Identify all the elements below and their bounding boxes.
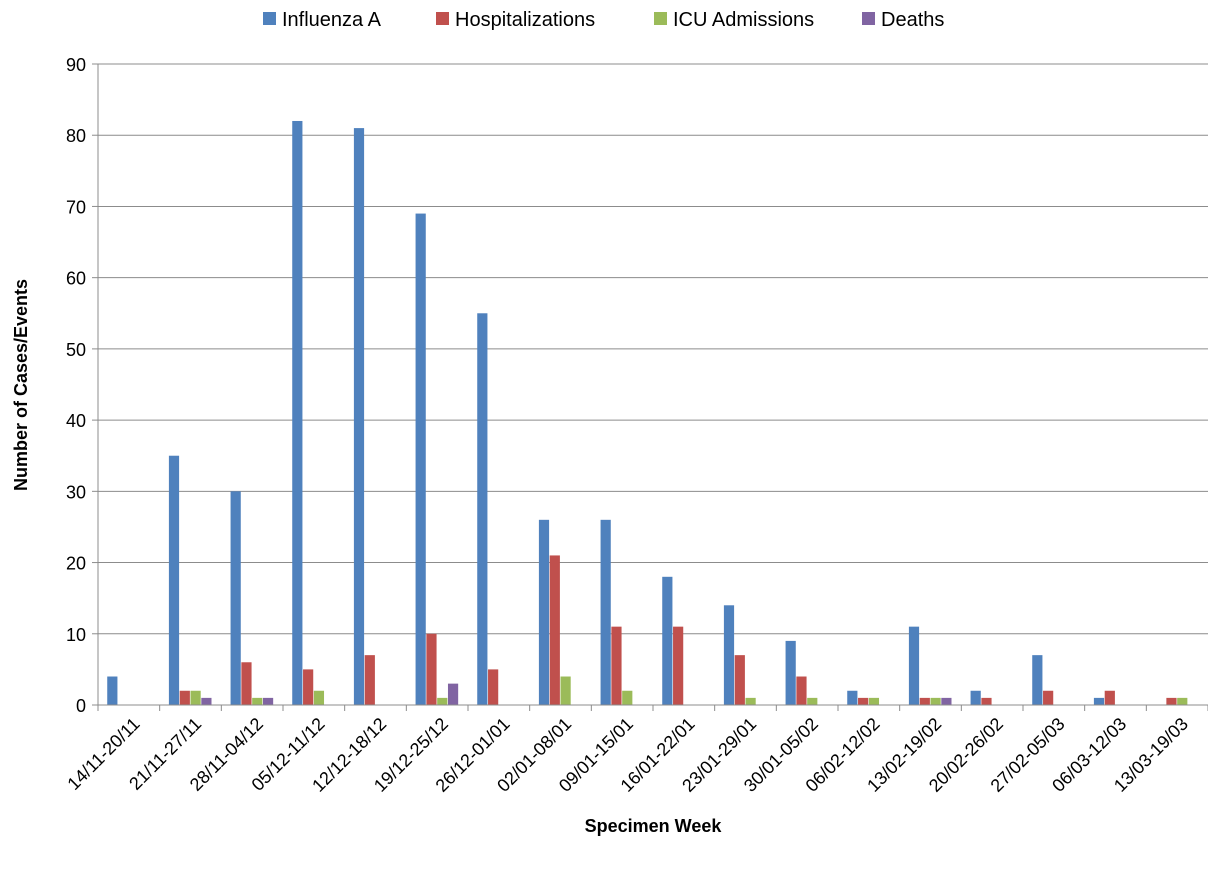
- bar-influenza-a: [477, 313, 488, 705]
- legend-swatch: [263, 12, 276, 25]
- bar-hospitalizations: [241, 662, 252, 705]
- bar-icu-admissions: [190, 690, 201, 705]
- bar-hospitalizations: [1043, 690, 1054, 705]
- bar-icu-admissions: [1177, 697, 1188, 705]
- bar-icu-admissions: [560, 676, 571, 705]
- bars: [107, 120, 1188, 706]
- bar-icu-admissions: [622, 690, 633, 705]
- y-tick-label: 0: [76, 696, 86, 716]
- bar-hospitalizations: [426, 633, 437, 705]
- legend-label: Influenza A: [282, 9, 382, 31]
- bar-icu-admissions: [745, 697, 756, 705]
- bar-influenza-a: [353, 128, 365, 706]
- legend-label: Hospitalizations: [455, 9, 595, 31]
- bar-hospitalizations: [858, 697, 869, 705]
- bar-deaths: [447, 683, 459, 705]
- legend-swatch: [436, 12, 449, 25]
- bar-hospitalizations: [179, 690, 190, 705]
- bar-influenza-a: [538, 519, 550, 705]
- gridlines: [98, 63, 1208, 635]
- bar-hospitalizations: [1104, 690, 1115, 705]
- y-tick-label: 50: [66, 340, 86, 360]
- y-tick-label: 80: [66, 126, 86, 146]
- y-tick-label: 90: [66, 55, 86, 75]
- bar-influenza-a: [662, 576, 673, 705]
- legend-swatch: [654, 12, 667, 25]
- bar-hospitalizations: [488, 669, 499, 705]
- y-tick-label: 40: [66, 411, 86, 431]
- legend-label: Deaths: [881, 9, 944, 31]
- bar-icu-admissions: [252, 697, 263, 705]
- bar-influenza-a: [230, 491, 241, 705]
- bar-deaths: [262, 697, 274, 705]
- bar-hospitalizations: [796, 676, 807, 705]
- bar-influenza-a: [1032, 655, 1043, 705]
- bar-hospitalizations: [549, 555, 560, 705]
- legend: Influenza A Hospitalizations ICU Admission…: [263, 9, 944, 31]
- bar-hospitalizations: [303, 669, 314, 705]
- y-axis-title: Number of Cases/Events: [11, 279, 31, 491]
- bar-influenza-a: [107, 676, 118, 705]
- bar-deaths: [201, 697, 212, 705]
- x-axis-title: Specimen Week: [585, 816, 723, 836]
- bar-influenza-a: [847, 690, 858, 705]
- bar-influenza-a: [785, 640, 796, 705]
- bar-icu-admissions: [313, 690, 325, 705]
- axes: [92, 63, 1208, 711]
- bar-influenza-a: [600, 519, 611, 705]
- legend-label: ICU Admissions: [673, 9, 814, 31]
- bar-icu-admissions: [930, 697, 941, 705]
- bar-hospitalizations: [611, 626, 622, 705]
- y-tick-label: 20: [66, 554, 86, 574]
- bar-hospitalizations: [364, 655, 375, 705]
- bar-hospitalizations: [673, 626, 684, 705]
- y-tick-label: 10: [66, 625, 86, 645]
- bar-icu-admissions: [868, 697, 880, 705]
- y-tick-label: 30: [66, 482, 86, 502]
- bar-hospitalizations: [981, 697, 992, 705]
- bar-hospitalizations: [1166, 697, 1177, 705]
- bar-influenza-a: [168, 455, 180, 705]
- bar-hospitalizations: [734, 655, 745, 705]
- bar-influenza-a: [415, 213, 426, 706]
- legend-swatch: [862, 12, 875, 25]
- y-tick-label: 70: [66, 197, 86, 217]
- y-tick-label: 60: [66, 269, 86, 289]
- y-tick-labels: 0 10 20 30 40 50 60 70 80 90: [66, 55, 86, 716]
- bar-deaths: [941, 697, 952, 705]
- bar-icu-admissions: [807, 697, 818, 705]
- bar-influenza-a: [292, 120, 303, 705]
- bar-influenza-a: [1093, 697, 1105, 705]
- bar-influenza-a: [723, 605, 735, 705]
- bar-influenza-a: [908, 626, 920, 705]
- x-tick-labels: 14/11-20/1121/11-27/1128/11-04/1205/12-1…: [63, 714, 1192, 796]
- bar-influenza-a: [970, 690, 981, 705]
- bar-hospitalizations: [919, 697, 930, 705]
- bar-icu-admissions: [437, 697, 448, 705]
